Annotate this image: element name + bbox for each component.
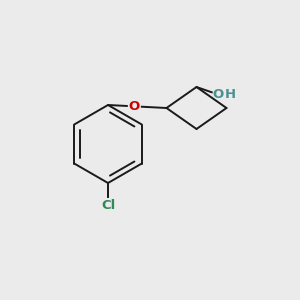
Text: Cl: Cl	[101, 199, 115, 212]
Text: O: O	[212, 88, 224, 101]
Text: H: H	[224, 88, 236, 101]
Text: O: O	[129, 100, 140, 113]
